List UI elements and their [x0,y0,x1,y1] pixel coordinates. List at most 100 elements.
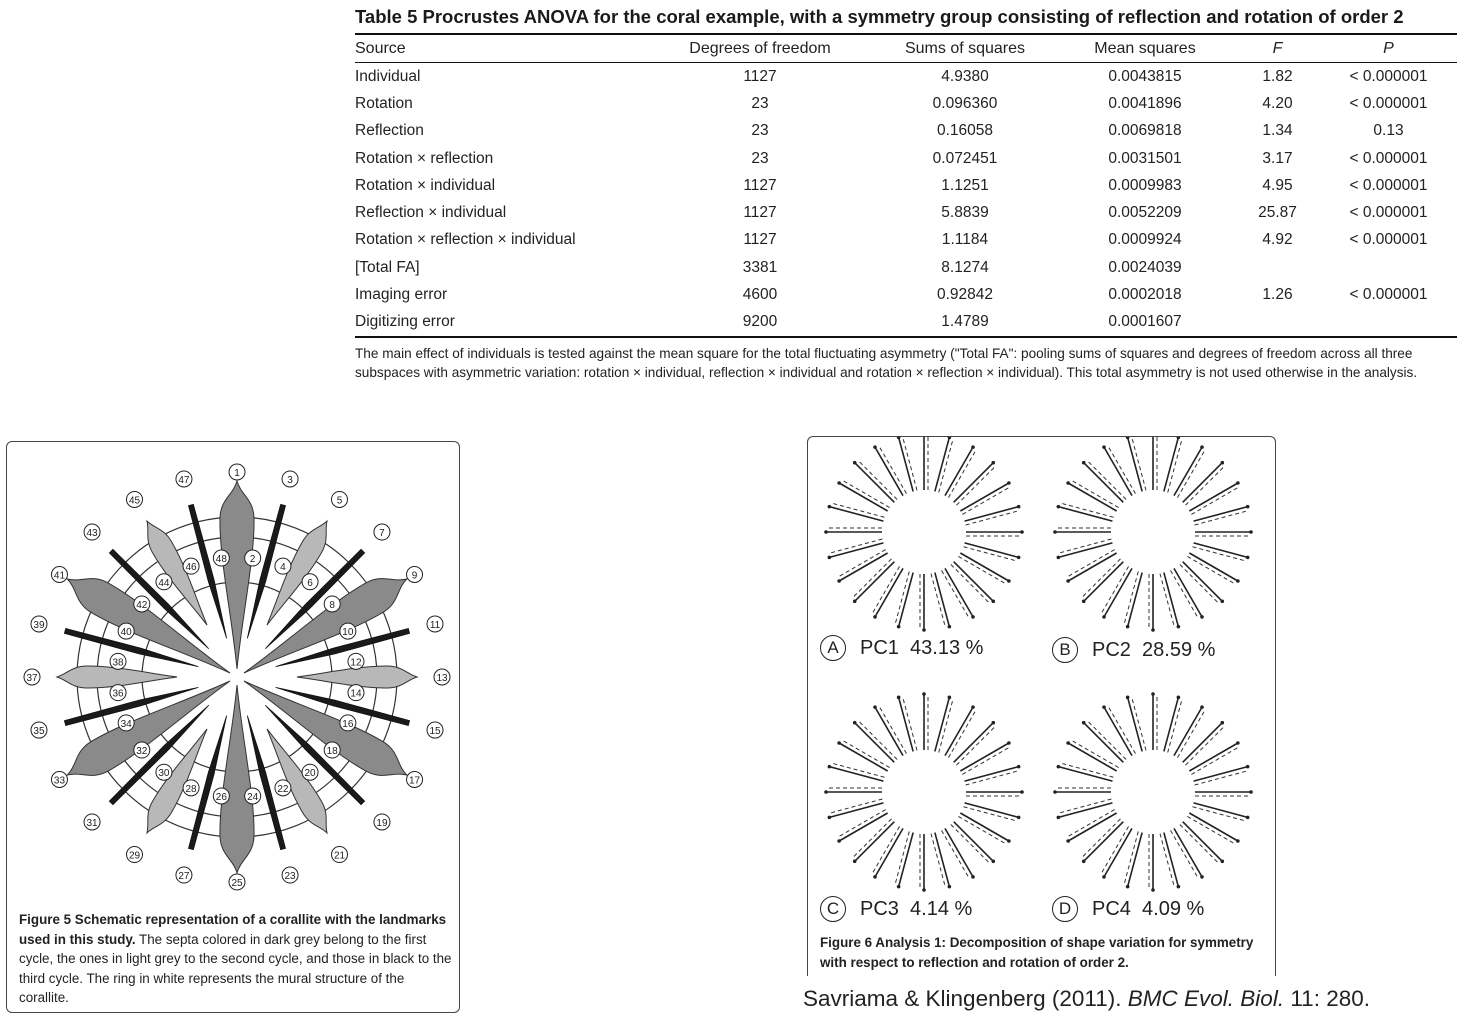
displaced-vector [958,556,1008,585]
septum-third-cycle [188,715,228,851]
vector-tip [1151,692,1155,696]
displaced-vector [938,438,954,493]
septum-vector [1182,561,1223,602]
septum-vector [1058,765,1113,782]
landmark-label: 23 [284,871,296,882]
landmark-label: 10 [342,627,354,638]
landmark-marker: 46 [182,557,200,575]
landmark-label: 17 [409,776,421,787]
landmark-marker: 44 [155,573,173,591]
displaced-vector [1069,739,1119,768]
displaced-vector [1059,762,1114,778]
cell-f: 4.92 [1262,231,1293,249]
landmark-label: 14 [350,689,362,700]
landmark-marker: 19 [373,813,391,831]
cell-source: [Total FA] [355,258,420,276]
vector-tip [896,695,901,700]
landmark-label: 25 [231,878,243,889]
landmark-label: 48 [216,554,228,565]
septum-third-cycle [246,503,286,639]
septum-first-cycle [219,479,255,670]
header-ms: Mean squares [1055,33,1235,63]
cell-ss: 1.1184 [941,231,989,249]
septum-vector [1058,505,1113,522]
cell-p: < 0.000001 [1349,286,1428,304]
septum-vector [854,722,895,763]
septum-vector [1182,722,1223,763]
table-title: Table 5 Procrustes ANOVA for the coral e… [355,6,1404,27]
septum-vector [964,802,1019,819]
panel-b-label: B PC2 28.59 % [1052,637,1215,663]
table-row: Individual 1127 4.9380 0.0043815 1.82 < 0.000… [355,63,1457,91]
septum-vector [838,482,889,512]
displaced-vector [1170,830,1199,880]
vector-tip [1081,720,1086,725]
septum-vector [897,697,914,752]
cell-ss: 0.16058 [936,122,994,140]
landmark-marker: 10 [339,622,357,640]
displaced-vector [857,459,898,500]
displaced-vector [1179,824,1220,865]
septum [219,684,255,875]
vector-tip [873,875,877,879]
vector-tip [1151,888,1155,892]
panel-c-pc: PC3 [860,897,899,920]
vector-tip [971,445,975,449]
table-row: Reflection 23 0.16058 0.0069818 1.34 0.13 [355,118,1457,145]
panel-b-pc: PC2 [1092,638,1131,661]
table-row: [Total FA] 3381 8.1274 0.0024039 [355,254,1457,281]
landmark-marker: 16 [339,714,357,732]
displaced-vector [1086,719,1127,760]
displaced-vector [950,564,991,605]
landmark-marker: 3 [281,470,299,488]
septum-vector [959,812,1010,842]
vector-tip [1020,790,1024,794]
landmark-label: 5 [337,495,343,506]
displaced-vector [941,830,970,880]
vector-tip [1007,839,1011,843]
septum [275,628,411,668]
vector-tip [991,460,996,465]
pc-panel [824,692,1024,892]
cell-f [1235,308,1320,338]
landmark-circle [109,652,127,670]
landmark-label: 39 [33,620,45,631]
displaced-vector [1167,438,1183,493]
septum-vector [1182,462,1223,503]
septum-vector [959,742,1010,772]
cell-source: Rotation [355,94,413,112]
landmark-circle [281,470,299,488]
landmark-circle [182,557,200,575]
vector-tip [873,445,877,449]
cell-ms: 0.0001607 [1055,308,1235,338]
landmark-marker: 35 [30,721,48,739]
cell-f: 25.87 [1258,204,1297,222]
landmark-marker: 8 [323,595,341,613]
septum-vector [838,552,889,582]
cell-source: Individual [355,67,421,85]
displaced-vector [1185,725,1226,766]
landmark-label: 42 [136,600,148,611]
displaced-vector [828,538,883,554]
landmark-circle [244,787,262,805]
septum-vector [829,542,884,559]
septum-vector [1173,706,1203,757]
landmark-circle [117,622,135,640]
displaced-vector [963,806,1018,822]
vector-tip [896,437,901,440]
displaced-vector [851,558,892,599]
vector-tip [991,599,996,604]
vector-tip [896,624,901,629]
landmark-label: 7 [379,528,385,539]
septum-vector [874,446,904,497]
vector-tip [827,555,832,560]
vector-tip [1236,481,1240,485]
vector-tip [824,530,828,534]
displaced-vector [1177,708,1206,758]
vector-tip [922,888,926,892]
table-row: Rotation × reflection 23 0.072451 0.0031501… [355,145,1457,172]
panel-c-percent: 4.14 % [910,897,973,920]
landmark-circle [426,615,444,633]
septum-vector [874,827,904,878]
